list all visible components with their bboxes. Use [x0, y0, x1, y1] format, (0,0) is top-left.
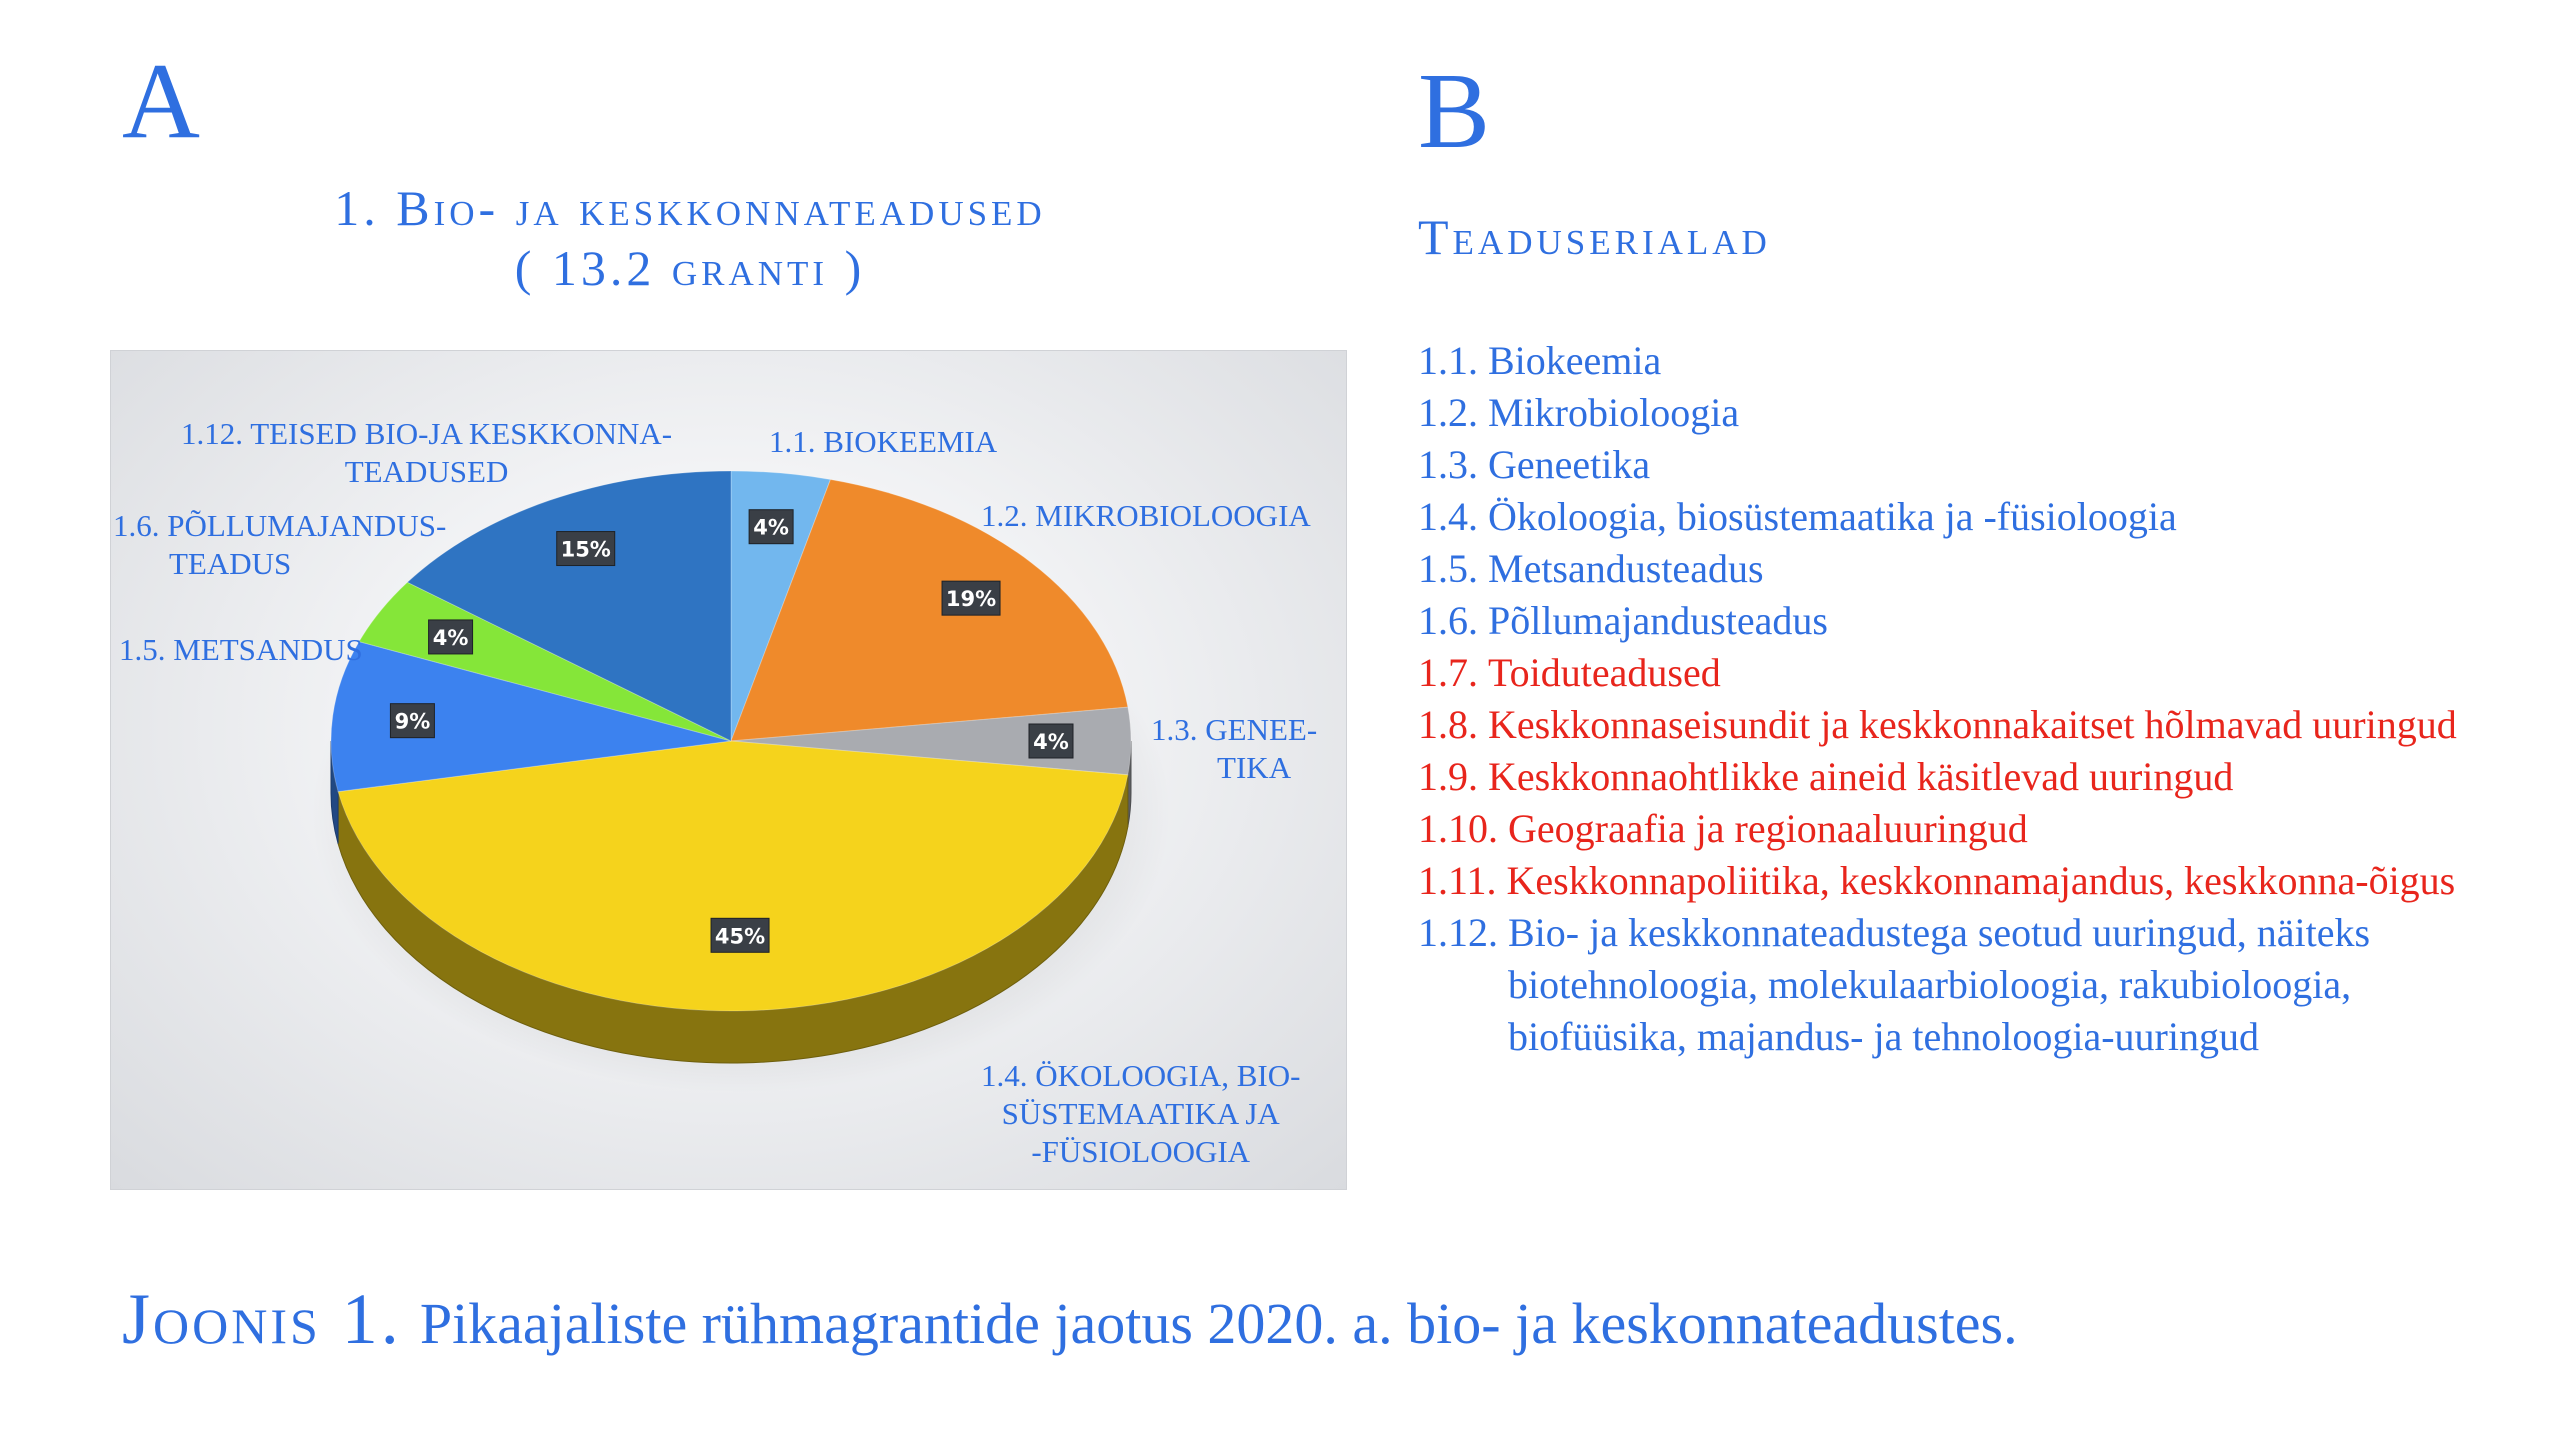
- value-label-background: [1028, 723, 1074, 759]
- slice-value-label: 4%: [1028, 723, 1074, 759]
- value-label-text: 19%: [946, 587, 996, 611]
- discipline-number: 1.9.: [1418, 754, 1478, 799]
- discipline-text: Metsandusteadus: [1488, 546, 1764, 591]
- panel-b-letter: B: [1418, 52, 1491, 171]
- discipline-text: Keskkonnapoliitika, keskkonnamajandus, k…: [1506, 858, 2456, 903]
- value-label-text: 4%: [753, 516, 789, 540]
- value-label-text: 9%: [395, 710, 431, 734]
- slice-value-label: 45%: [710, 917, 770, 953]
- slice-label-teised: 1.12. TEISED BIO-JA KESKKONNA- TEADUSED: [181, 416, 673, 489]
- chart-title: 1. Bio- ja keskkonnateadused ( 13.2 gran…: [90, 178, 1290, 298]
- discipline-number: 1.10.: [1418, 806, 1498, 851]
- discipline-number: 1.11.: [1418, 858, 1497, 903]
- discipline-item: 1.9. Keskkonnaohtlikke aineid käsitlevad …: [1418, 751, 2538, 803]
- discipline-text: Keskkonnaseisundit ja keskkonnakaitset h…: [1488, 702, 2457, 747]
- discipline-text: Geograafia ja regionaaluuringud: [1508, 806, 2028, 851]
- discipline-item: 1.4. Ökoloogia, biosüstemaatika ja -füsio…: [1418, 491, 2538, 543]
- discipline-item: 1.1. Biokeemia: [1418, 335, 2538, 387]
- pie-chart-panel: 4% 19% 4% 45% 9% 4% 15% 1.1. BIOKEEMIA 1.2. MI…: [110, 350, 1347, 1190]
- discipline-text: Põllumajandusteadus: [1488, 598, 1828, 643]
- discipline-number: 1.6.: [1418, 598, 1478, 643]
- discipline-item: 1.6. Põllumajandusteadus: [1418, 595, 2538, 647]
- discipline-number: 1.2.: [1418, 390, 1478, 435]
- value-label-text: 4%: [433, 626, 469, 650]
- discipline-text: Toiduteadused: [1488, 650, 1721, 695]
- discipline-text: Ökoloogia, biosüstemaatika ja -füsioloog…: [1488, 494, 2177, 539]
- discipline-text: Mikrobioloogia: [1488, 390, 1740, 435]
- pie-chart: 4% 19% 4% 45% 9% 4% 15%: [311, 470, 1171, 1093]
- panel-a-letter: A: [122, 42, 200, 161]
- discipline-text: Biokeemia: [1488, 338, 1662, 383]
- disciplines-heading: Teaduserialad: [1418, 209, 1771, 265]
- value-label-background: [428, 619, 474, 655]
- value-label-text: 45%: [715, 924, 765, 948]
- figure-caption: Joonis 1. Pikaajaliste rühmagrantide jaot…: [122, 1278, 2018, 1361]
- slice-label-biokeemia: 1.1. BIOKEEMIA: [769, 424, 998, 459]
- chart-title-line1: 1. Bio- ja keskkonnateadused: [334, 180, 1046, 236]
- discipline-text: Bio- ja keskkonnateadustega seotud uurin…: [1508, 910, 2371, 1059]
- slice-value-label: 19%: [941, 580, 1001, 616]
- chart-title-line2: ( 13.2 granti ): [514, 240, 866, 296]
- discipline-number: 1.1.: [1418, 338, 1478, 383]
- discipline-text: Keskkonnaohtlikke aineid käsitlevad uuri…: [1488, 754, 2234, 799]
- discipline-item: 1.8. Keskkonnaseisundit ja keskkonnakaits…: [1418, 699, 2538, 751]
- pie-slice: [330, 641, 732, 793]
- value-label-background: [556, 531, 616, 567]
- value-label-text: 15%: [561, 538, 611, 562]
- discipline-item: 1.7. Toiduteadused: [1418, 647, 2538, 699]
- value-label-text: 4%: [1033, 730, 1069, 754]
- caption-text: Pikaajaliste rühmagrantide jaotus 2020. …: [419, 1291, 2018, 1356]
- discipline-text: Geneetika: [1488, 442, 1651, 487]
- discipline-number: 1.5.: [1418, 546, 1478, 591]
- caption-label: Joonis 1.: [122, 1279, 402, 1359]
- value-label-background: [941, 580, 1001, 616]
- discipline-number: 1.8.: [1418, 702, 1478, 747]
- discipline-number: 1.4.: [1418, 494, 1478, 539]
- slice-value-label: 15%: [556, 531, 616, 567]
- discipline-item: 1.10. Geograafia ja regionaaluuringud: [1418, 803, 2538, 855]
- discipline-item: 1.12. Bio- ja keskkonnateadustega seotud …: [1418, 907, 2538, 1063]
- slice-label-mikrobioloogia: 1.2. MIKROBIOLOOGIA: [981, 498, 1311, 533]
- discipline-item: 1.11. Keskkonnapoliitika, keskkonnamajand…: [1418, 855, 2538, 907]
- value-label-background: [710, 917, 770, 953]
- slice-label-metsandus: 1.5. METSANDUS: [119, 632, 363, 667]
- discipline-item: 1.5. Metsandusteadus: [1418, 543, 2538, 595]
- slice-label-pollumajandus: 1.6. PÕLLUMAJANDUS- TEADUS: [113, 508, 447, 581]
- discipline-item: 1.2. Mikrobioloogia: [1418, 387, 2538, 439]
- pie-slice: [337, 740, 1129, 1012]
- slice-label-geneetika: 1.3. GENEE- TIKA: [1151, 712, 1318, 785]
- slice-value-label: 4%: [428, 619, 474, 655]
- discipline-number: 1.7.: [1418, 650, 1478, 695]
- value-label-background: [748, 509, 794, 545]
- value-label-background: [389, 703, 435, 739]
- pie-slice: [730, 478, 1129, 742]
- discipline-number: 1.12.: [1418, 910, 1498, 955]
- pie-slice: [406, 470, 732, 742]
- slice-value-label: 9%: [389, 703, 435, 739]
- discipline-item: 1.3. Geneetika: [1418, 439, 2538, 491]
- disciplines-list: 1.1. Biokeemia 1.2. Mikrobioloogia 1.3. Genee…: [1418, 335, 2538, 1063]
- slice-label-okoloogia: 1.4. ÖKOLOOGIA, BIO- SÜSTEMAATIKA JA -FÜ…: [981, 1058, 1301, 1169]
- slice-value-label: 4%: [748, 509, 794, 545]
- discipline-number: 1.3.: [1418, 442, 1478, 487]
